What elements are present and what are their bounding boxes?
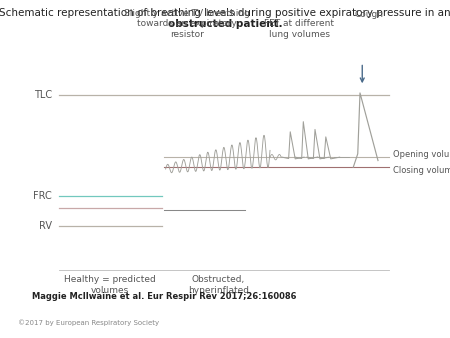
Text: RV: RV	[39, 221, 52, 232]
Text: ©2017 by European Respiratory Society: ©2017 by European Respiratory Society	[18, 319, 159, 326]
Text: obstructed patient.: obstructed patient.	[168, 19, 282, 29]
Text: FRC: FRC	[33, 191, 52, 201]
Text: Closing volume: Closing volume	[393, 166, 450, 174]
Text: Slightly active TV breathing
towards an expiratory
resistor: Slightly active TV breathing towards an …	[124, 9, 250, 39]
Text: FET at different
lung volumes: FET at different lung volumes	[264, 20, 334, 39]
Text: Opening volume: Opening volume	[393, 150, 450, 159]
Text: Schematic representation of breathing levels during positive expiratory pressure: Schematic representation of breathing le…	[0, 8, 450, 19]
Text: TLC: TLC	[34, 90, 52, 100]
Text: Obstructed,
hyperinflated: Obstructed, hyperinflated	[188, 275, 249, 295]
Text: Healthy = predicted
volumes: Healthy = predicted volumes	[64, 275, 156, 295]
Text: Maggie McIlwaine et al. Eur Respir Rev 2017;26:160086: Maggie McIlwaine et al. Eur Respir Rev 2…	[32, 292, 296, 301]
Text: Cough: Cough	[355, 9, 383, 19]
